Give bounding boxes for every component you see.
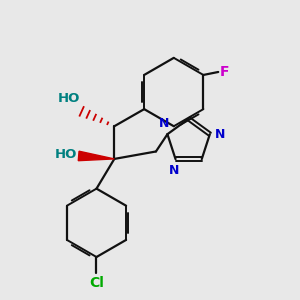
Text: F: F — [220, 65, 229, 79]
Text: Cl: Cl — [89, 276, 104, 290]
Text: HO: HO — [55, 148, 77, 161]
Text: N: N — [169, 164, 179, 178]
Text: HO: HO — [58, 92, 80, 105]
Text: N: N — [215, 128, 226, 141]
Text: N: N — [159, 117, 170, 130]
Polygon shape — [78, 151, 114, 161]
